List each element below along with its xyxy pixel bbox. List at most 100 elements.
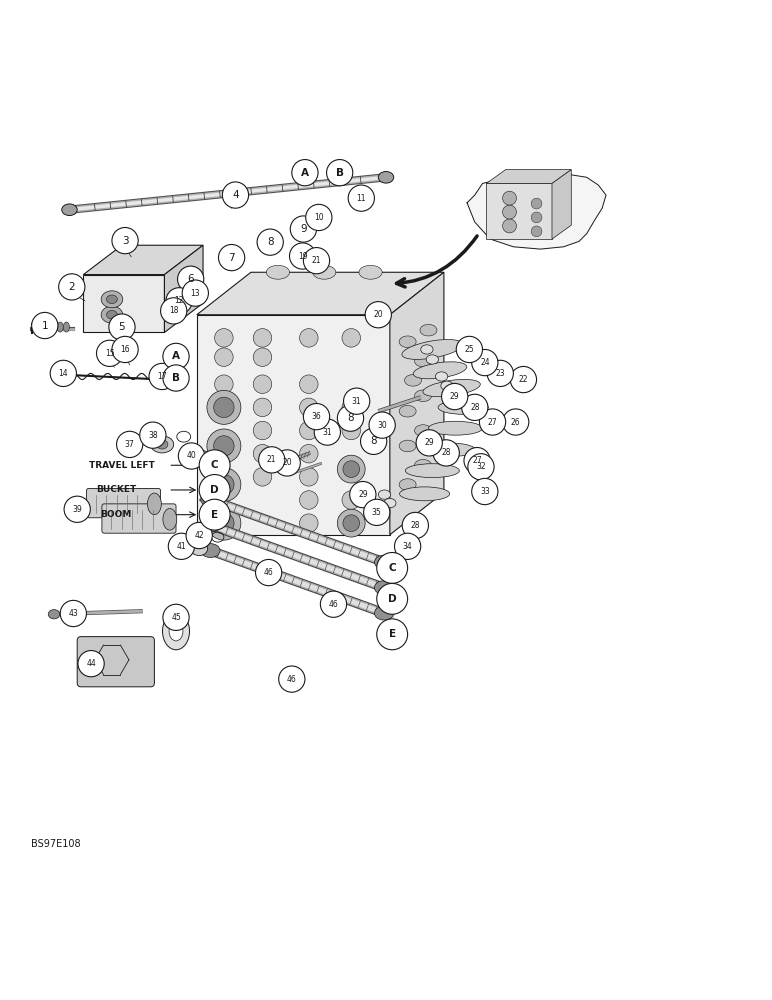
Circle shape <box>377 583 408 614</box>
Ellipse shape <box>201 544 220 558</box>
Text: 46: 46 <box>264 568 273 577</box>
Text: 31: 31 <box>323 428 332 437</box>
Ellipse shape <box>399 405 416 417</box>
Circle shape <box>300 398 318 417</box>
Text: 2: 2 <box>69 282 75 292</box>
Text: 26: 26 <box>511 418 520 427</box>
Text: 44: 44 <box>86 659 96 668</box>
Ellipse shape <box>420 443 476 457</box>
Circle shape <box>300 421 318 440</box>
Circle shape <box>343 515 360 531</box>
Circle shape <box>503 191 516 205</box>
Text: E: E <box>211 510 218 520</box>
Circle shape <box>472 349 498 376</box>
Text: 14: 14 <box>59 369 68 378</box>
Ellipse shape <box>415 425 432 436</box>
Circle shape <box>377 552 408 583</box>
Circle shape <box>306 204 332 231</box>
Circle shape <box>253 398 272 417</box>
Ellipse shape <box>405 375 422 386</box>
Circle shape <box>320 591 347 617</box>
Ellipse shape <box>374 606 394 620</box>
Circle shape <box>214 513 234 533</box>
Circle shape <box>361 428 387 454</box>
Circle shape <box>199 499 230 530</box>
Text: 28: 28 <box>470 403 479 412</box>
Polygon shape <box>83 275 164 332</box>
Circle shape <box>303 248 330 274</box>
Text: 21: 21 <box>267 455 276 464</box>
Text: 22: 22 <box>519 375 528 384</box>
Circle shape <box>253 444 272 463</box>
Circle shape <box>468 454 494 480</box>
Circle shape <box>377 619 408 650</box>
Circle shape <box>300 375 318 393</box>
Circle shape <box>300 444 318 463</box>
Text: BS97E108: BS97E108 <box>31 839 80 849</box>
Text: 24: 24 <box>480 358 489 367</box>
Text: A: A <box>172 351 180 361</box>
Circle shape <box>274 450 300 476</box>
Ellipse shape <box>57 322 63 332</box>
Circle shape <box>300 468 318 486</box>
Circle shape <box>337 509 365 537</box>
Circle shape <box>290 216 317 242</box>
Text: 27: 27 <box>488 418 497 427</box>
Text: 13: 13 <box>191 289 200 298</box>
Circle shape <box>503 409 529 435</box>
Circle shape <box>531 198 542 209</box>
Text: B: B <box>336 168 344 178</box>
Circle shape <box>300 514 318 532</box>
Circle shape <box>348 185 374 211</box>
Circle shape <box>416 430 442 456</box>
Circle shape <box>168 533 195 559</box>
Text: 33: 33 <box>480 487 489 496</box>
Ellipse shape <box>441 381 453 390</box>
Text: 28: 28 <box>442 448 451 457</box>
Circle shape <box>214 397 234 418</box>
Circle shape <box>117 431 143 458</box>
Ellipse shape <box>430 437 442 447</box>
Polygon shape <box>467 172 606 249</box>
Circle shape <box>327 160 353 186</box>
Circle shape <box>365 302 391 328</box>
Text: D: D <box>388 594 397 604</box>
Circle shape <box>479 409 506 435</box>
Text: 9: 9 <box>300 224 306 234</box>
Ellipse shape <box>402 340 462 359</box>
Text: 12: 12 <box>174 296 184 305</box>
Circle shape <box>531 212 542 223</box>
Text: 41: 41 <box>177 542 186 551</box>
Text: 6: 6 <box>188 274 194 284</box>
Ellipse shape <box>48 610 60 619</box>
Text: 37: 37 <box>125 440 134 449</box>
Text: 36: 36 <box>312 412 321 421</box>
Text: 21: 21 <box>312 256 321 265</box>
Circle shape <box>253 375 272 393</box>
Circle shape <box>342 421 361 440</box>
Circle shape <box>342 329 361 347</box>
Circle shape <box>300 329 318 347</box>
Text: 20: 20 <box>283 458 292 467</box>
Ellipse shape <box>101 306 123 323</box>
FancyBboxPatch shape <box>86 488 161 518</box>
Circle shape <box>64 496 90 522</box>
Circle shape <box>253 348 272 366</box>
Ellipse shape <box>313 265 336 279</box>
Ellipse shape <box>408 515 420 524</box>
Polygon shape <box>486 170 571 183</box>
Ellipse shape <box>169 622 183 641</box>
Polygon shape <box>197 315 390 535</box>
Circle shape <box>343 461 360 477</box>
Polygon shape <box>164 245 203 332</box>
Text: 15: 15 <box>105 349 114 358</box>
Circle shape <box>182 280 208 306</box>
Ellipse shape <box>198 454 207 461</box>
Ellipse shape <box>201 493 220 507</box>
Circle shape <box>215 375 233 393</box>
Text: 8: 8 <box>267 237 273 247</box>
Ellipse shape <box>378 490 391 499</box>
Circle shape <box>256 559 282 586</box>
Ellipse shape <box>156 440 168 449</box>
Text: C: C <box>388 563 396 573</box>
